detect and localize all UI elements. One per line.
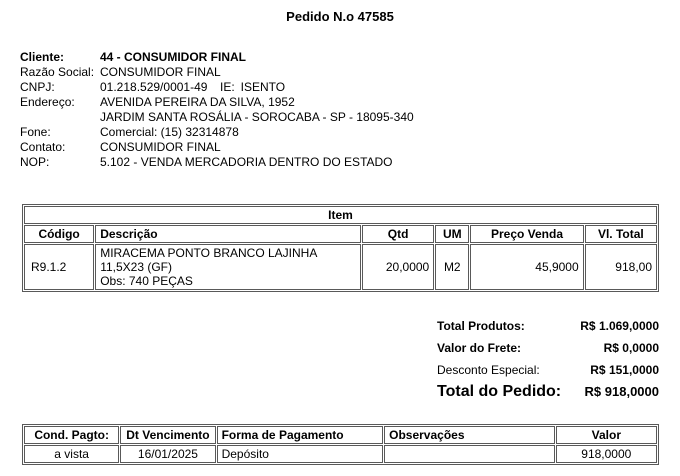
column-header-dt-vencimento: Dt Vencimento (120, 426, 216, 444)
column-header-codigo: Código (24, 225, 95, 243)
endereco-line1: AVENIDA PEREIRA DA SILVA, 1952 (100, 95, 295, 109)
info-row-nop: NOP: 5.102 - VENDA MERCADORIA DENTRO DO … (20, 155, 680, 170)
item-row: R9.1.2 MIRACEMA PONTO BRANCO LAJINHA 11,… (24, 244, 657, 290)
item-preco-venda-cell: 45,9000 (470, 244, 584, 290)
endereco-label-spacer (20, 110, 100, 125)
payment-dt-vencimento-cell: 16/01/2025 (120, 445, 216, 463)
total-produtos-value: R$ 1.069,0000 (580, 319, 659, 333)
column-header-vl-total: Vl. Total (584, 225, 657, 243)
item-descricao-line-2: 11,5X23 (GF) (100, 260, 173, 274)
total-pedido-value: R$ 918,0000 (584, 384, 659, 399)
column-header-cond-pagto: Cond. Pagto: (24, 426, 120, 444)
column-header-forma-pagamento: Forma de Pagamento (216, 426, 384, 444)
payment-header-row: Cond. Pagto: Dt Vencimento Forma de Paga… (24, 426, 657, 444)
info-row-cliente: Cliente: 44 - CONSUMIDOR FINAL (20, 50, 680, 65)
endereco-line2: JARDIM SANTA ROSÁLIA - SOROCABA - SP - 1… (100, 110, 414, 124)
item-header-row: Código Descrição Qtd UM Preço Venda Vl. … (24, 225, 657, 243)
item-section-title: Item (24, 206, 657, 224)
razao-social-label: Razão Social: (20, 65, 95, 79)
column-header-valor: Valor (555, 426, 657, 444)
totals-row-grand: Total do Pedido: R$ 918,0000 (437, 383, 659, 400)
desconto-especial-value: R$ 151,0000 (590, 363, 659, 377)
cliente-label: Cliente: (20, 50, 65, 64)
info-row-fone: Fone: Comercial: (15) 32314878 (20, 125, 680, 140)
item-vl-total-cell: 918,00 (584, 244, 657, 290)
contato-value: CONSUMIDOR FINAL (100, 140, 221, 154)
endereco-label: Endereço: (20, 95, 75, 109)
totals-row-frete: Valor do Frete: R$ 0,0000 (437, 341, 659, 355)
fone-value: Comercial: (15) 32314878 (100, 125, 239, 139)
totals-section: Total Produtos: R$ 1.069,0000 Valor do F… (437, 319, 659, 400)
item-descricao-line-1: MIRACEMA PONTO BRANCO LAJINHA (100, 246, 318, 260)
item-descricao-cell: MIRACEMA PONTO BRANCO LAJINHA 11,5X23 (G… (95, 244, 362, 290)
item-um-cell: M2 (435, 244, 470, 290)
payment-cond-pagto-cell: a vista (24, 445, 120, 463)
item-section-header-row: Item (24, 206, 657, 224)
item-codigo-cell: R9.1.2 (24, 244, 95, 290)
page-title: Pedido N.o 47585 (286, 9, 394, 24)
column-header-descricao: Descrição (95, 225, 362, 243)
info-row-endereco-2: JARDIM SANTA ROSÁLIA - SOROCABA - SP - 1… (20, 110, 680, 125)
desconto-especial-label: Desconto Especial: (437, 363, 540, 377)
totals-row-produtos: Total Produtos: R$ 1.069,0000 (437, 319, 659, 333)
totals-row-desconto: Desconto Especial: R$ 151,0000 (437, 363, 659, 377)
item-qtd-cell: 20,0000 (362, 244, 435, 290)
customer-info-section: Cliente: 44 - CONSUMIDOR FINAL Razão Soc… (20, 50, 680, 170)
payment-observacoes-cell (384, 445, 555, 463)
column-header-preco-venda: Preço Venda (470, 225, 584, 243)
info-row-cnpj: CNPJ: 01.218.529/0001-49 IE: ISENTO (20, 80, 680, 95)
nop-label: NOP: (20, 155, 50, 169)
column-header-um: UM (435, 225, 470, 243)
cnpj-label: CNPJ: (20, 80, 55, 94)
info-row-endereco: Endereço: AVENIDA PEREIRA DA SILVA, 1952 (20, 95, 680, 110)
item-table: Item Código Descrição Qtd UM Preço Venda… (22, 204, 659, 292)
contato-label: Contato: (20, 140, 66, 154)
payment-valor-cell: 918,0000 (555, 445, 657, 463)
razao-social-value: CONSUMIDOR FINAL (100, 65, 221, 79)
cliente-value: 44 - CONSUMIDOR FINAL (100, 50, 247, 64)
total-produtos-label: Total Produtos: (437, 319, 525, 333)
ie-label: IE: (220, 80, 235, 94)
valor-frete-value: R$ 0,0000 (603, 341, 659, 355)
info-row-razao-social: Razão Social: CONSUMIDOR FINAL (20, 65, 680, 80)
payment-row: a vista 16/01/2025 Depósito 918,0000 (24, 445, 657, 463)
info-row-contato: Contato: CONSUMIDOR FINAL (20, 140, 680, 155)
valor-frete-label: Valor do Frete: (437, 341, 522, 355)
item-descricao-line-3: Obs: 740 PEÇAS (100, 274, 193, 288)
cnpj-value: 01.218.529/0001-49 (100, 80, 208, 94)
fone-label: Fone: (20, 125, 51, 139)
column-header-qtd: Qtd (362, 225, 435, 243)
total-pedido-label: Total do Pedido: (437, 383, 562, 400)
payment-table: Cond. Pagto: Dt Vencimento Forma de Paga… (22, 424, 659, 465)
payment-forma-pagamento-cell: Depósito (216, 445, 384, 463)
column-header-observacoes: Observações (384, 426, 555, 444)
nop-value: 5.102 - VENDA MERCADORIA DENTRO DO ESTAD… (100, 155, 393, 169)
ie-value: ISENTO (240, 80, 286, 94)
